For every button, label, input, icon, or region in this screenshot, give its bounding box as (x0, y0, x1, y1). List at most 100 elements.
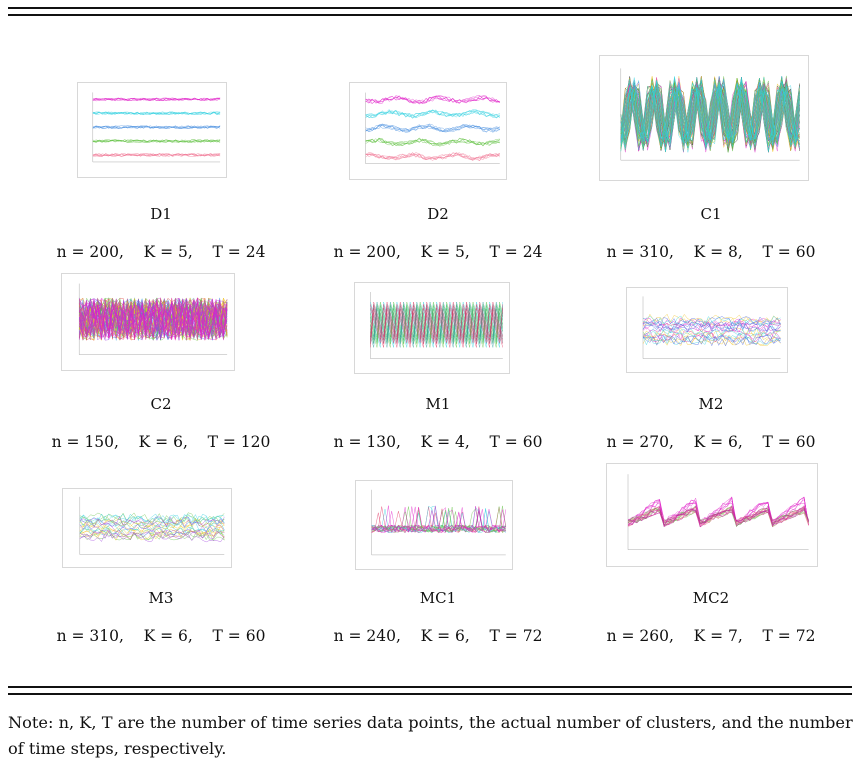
thumbnail-d1 (77, 82, 227, 178)
series-line (92, 111, 221, 115)
thumbnail-c1 (599, 55, 809, 181)
series-line (642, 320, 781, 331)
series-line (79, 513, 225, 524)
series-line (79, 513, 225, 524)
series-line (642, 318, 781, 329)
dataset-cell-c2: C2 n = 150, K = 6, T = 120 (20, 0, 302, 460)
dataset-name: MC1 (419, 589, 457, 607)
plot-m2 (642, 296, 781, 359)
series-line (79, 518, 225, 529)
series-line (365, 124, 500, 133)
plot-m1 (370, 292, 504, 359)
thumbnail-mc2 (606, 463, 818, 567)
top-rule (8, 7, 852, 9)
table-note: Note: n, K, T are the number of time ser… (8, 713, 853, 758)
dataset-name: M3 (148, 589, 174, 607)
series-line (78, 299, 228, 341)
series-line (370, 307, 504, 343)
series-line (365, 137, 500, 147)
series-line (627, 505, 809, 528)
series-line (370, 305, 504, 341)
series-line (627, 496, 809, 528)
dataset-cell-m1: M1 n = 130, K = 4, T = 60 (297, 0, 579, 460)
dataset-name: C1 (700, 205, 722, 223)
dataset-params: n = 200, K = 5, T = 24 (333, 243, 543, 261)
series-line (370, 301, 504, 338)
dataset-cell-mc2: MC2 n = 260, K = 7, T = 72 (570, 0, 852, 660)
top-rule-inner (8, 14, 852, 16)
series-line (642, 315, 781, 327)
series-line (620, 79, 800, 151)
series-line (642, 316, 781, 327)
series-line (78, 297, 228, 338)
series-line (365, 95, 500, 104)
dataset-cell-m3: M3 n = 310, K = 6, T = 60 (20, 0, 302, 660)
series-line (370, 301, 504, 338)
series-line (79, 299, 228, 341)
plot-c2 (78, 283, 228, 355)
series-line (365, 96, 500, 105)
series-line (620, 78, 800, 147)
dataset-name: MC2 (692, 589, 730, 607)
plot-d1 (92, 92, 221, 163)
dataset-params: n = 200, K = 5, T = 24 (56, 243, 266, 261)
series-line (92, 97, 221, 102)
thumbnail-m1 (354, 282, 510, 374)
series-line (92, 153, 221, 157)
series-line (365, 152, 500, 161)
series-line (365, 109, 500, 119)
series-line (370, 312, 504, 348)
series-line (642, 326, 781, 339)
plot-c1 (620, 68, 800, 161)
thumbnail-c2 (61, 273, 235, 371)
series-line (92, 139, 221, 143)
series-line (642, 321, 781, 333)
dataset-name: M2 (698, 395, 724, 413)
series-line (642, 326, 781, 337)
dataset-params: n = 150, K = 6, T = 120 (51, 433, 271, 451)
series-line (642, 335, 781, 347)
series-line (620, 77, 800, 152)
series-line (365, 123, 500, 133)
series-line (79, 529, 225, 539)
dataset-params: n = 310, K = 8, T = 60 (606, 243, 816, 261)
dataset-cell-d2: D2 n = 200, K = 5, T = 24 (297, 0, 579, 270)
series-line (92, 139, 221, 143)
series-line (79, 299, 228, 340)
series-line (627, 505, 809, 528)
series-line (365, 137, 500, 146)
series-line (92, 111, 221, 115)
dataset-name: M1 (425, 395, 451, 413)
series-line (79, 523, 225, 533)
series-line (370, 301, 504, 338)
dataset-params: n = 310, K = 6, T = 60 (56, 627, 266, 645)
series-line (620, 81, 800, 152)
thumbnail-d2 (349, 82, 507, 180)
series-line (642, 321, 781, 332)
dataset-cell-c1: C1 n = 310, K = 8, T = 60 (570, 0, 852, 270)
dataset-name: D1 (150, 205, 172, 223)
series-line (78, 297, 228, 341)
series-line (642, 313, 781, 324)
series-line (365, 109, 500, 119)
series-line (92, 139, 221, 143)
series-line (92, 125, 221, 129)
thumbnail-m2 (626, 287, 788, 373)
series-line (365, 95, 500, 104)
series-line (371, 507, 507, 533)
dataset-cell-d1: D1 n = 200, K = 5, T = 24 (20, 0, 302, 270)
series-line (370, 305, 504, 341)
bottom-rule-inner (8, 693, 852, 695)
dataset-params: n = 270, K = 6, T = 60 (606, 433, 816, 451)
plot-mc2 (627, 474, 809, 550)
thumbnail-m3 (62, 488, 232, 568)
plot-m3 (79, 496, 225, 555)
series-line (620, 78, 800, 152)
dataset-name: D2 (427, 205, 449, 223)
plot-d2 (365, 92, 500, 164)
dataset-cell-mc1: MC1 n = 240, K = 6, T = 72 (297, 0, 579, 660)
series-line (642, 335, 781, 346)
series-line (642, 332, 781, 343)
series-line (620, 82, 800, 153)
bottom-rule (8, 686, 852, 688)
